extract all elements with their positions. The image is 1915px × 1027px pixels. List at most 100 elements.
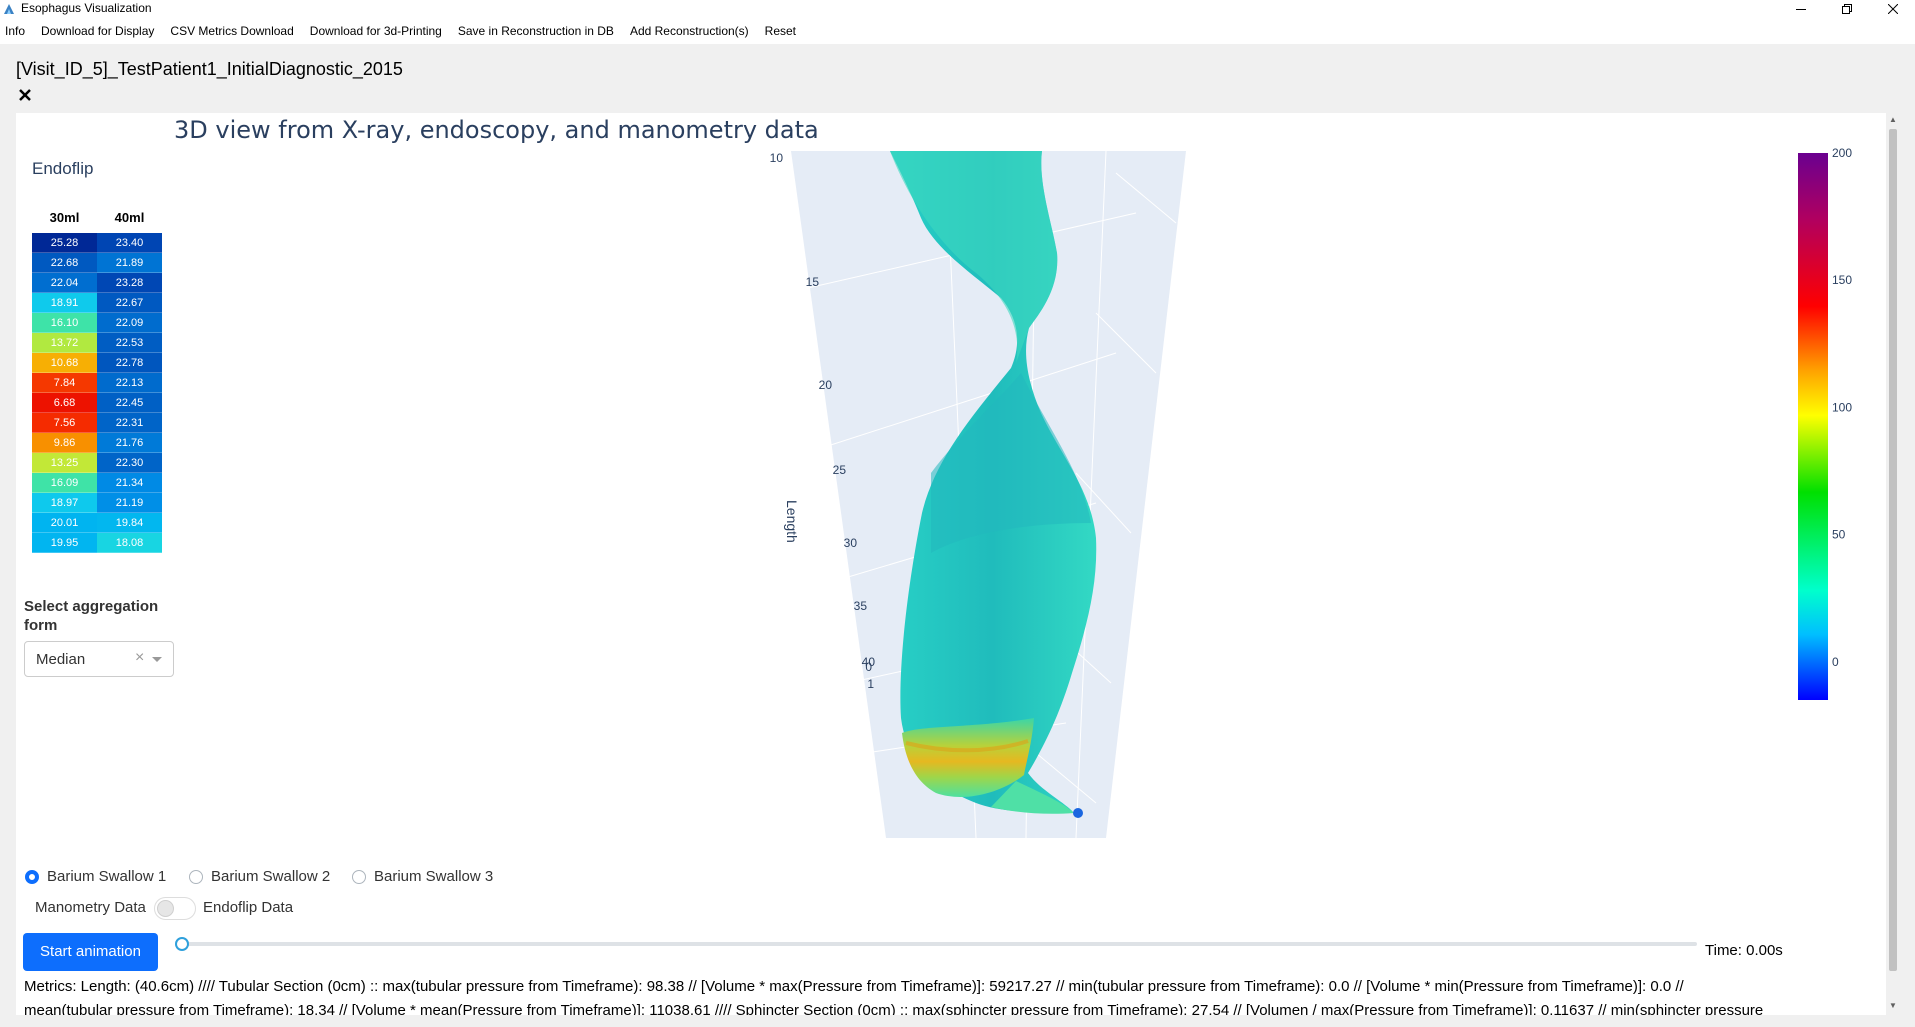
- title-bar: Esophagus Visualization: [0, 0, 1915, 18]
- endoflip-cell: 22.09: [97, 313, 162, 333]
- endoflip-cell: 7.84: [32, 373, 97, 393]
- endoflip-cell: 23.40: [97, 233, 162, 253]
- endoflip-cell: 22.31: [97, 413, 162, 433]
- colorbar-tick: 50: [1832, 528, 1846, 542]
- length-tick: 40: [862, 655, 876, 669]
- extra-tick: 0: [865, 660, 872, 674]
- endoflip-cell: 7.56: [32, 413, 97, 433]
- endoflip-cell: 22.67: [97, 293, 162, 313]
- endoflip-cell: 13.25: [32, 453, 97, 473]
- endoflip-cell: 19.84: [97, 513, 162, 533]
- length-tick: 15: [806, 275, 820, 289]
- visualization-panel: 10 15 20 25 30 35 40 0 1 Length 0 50 100…: [16, 113, 1886, 1015]
- time-slider-track[interactable]: [182, 942, 1697, 946]
- colorbar: 0 50 100 150 200: [1798, 146, 1852, 700]
- toggle-knob: [157, 900, 174, 917]
- menu-download-display[interactable]: Download for Display: [41, 24, 155, 38]
- endoflip-cell: 9.86: [32, 433, 97, 453]
- extra-tick: 1: [867, 677, 874, 691]
- menu-reset[interactable]: Reset: [764, 24, 797, 38]
- radio-barium-swallow-2[interactable]: Barium Swallow 2: [189, 868, 330, 885]
- time-readout: Time: 0.00s: [1705, 942, 1783, 959]
- aggregation-selected-value: Median: [36, 651, 86, 668]
- metrics-line: Metrics: Length: (40.6cm) //// Tubular S…: [24, 978, 1684, 995]
- time-slider-handle[interactable]: [175, 937, 189, 951]
- endoflip-cell: 22.53: [97, 333, 162, 353]
- menu-bar: Info Download for Display CSV Metrics Do…: [0, 18, 1915, 44]
- endoflip-data-label: Endoflip Data: [203, 899, 294, 916]
- endoflip-cell: 6.68: [32, 393, 97, 413]
- length-tick: 10: [770, 151, 784, 165]
- radio-button[interactable]: [352, 869, 366, 884]
- surface-tip: [1073, 808, 1083, 818]
- length-tick: 30: [844, 536, 858, 550]
- radio-label: Barium Swallow 2: [211, 868, 331, 885]
- endoflip-cell: 20.01: [32, 513, 97, 533]
- aggregation-label: Select aggregation form: [24, 598, 159, 634]
- restore-icon: [1842, 4, 1852, 14]
- menu-info[interactable]: Info: [5, 24, 26, 38]
- endoflip-cell: 19.95: [32, 533, 97, 553]
- endoflip-cell: 22.68: [32, 253, 97, 273]
- length-tick: 35: [854, 599, 868, 613]
- vertical-scrollbar[interactable]: ▲ ▼: [1886, 113, 1900, 1015]
- radio-button-selected[interactable]: [25, 869, 39, 884]
- endoflip-cell: 10.68: [32, 353, 97, 373]
- menu-save-reconstruction[interactable]: Save in Reconstruction in DB: [457, 24, 614, 38]
- radio-label: Barium Swallow 3: [374, 868, 494, 885]
- scrollbar-thumb[interactable]: [1889, 129, 1897, 971]
- radio-barium-swallow-1[interactable]: Barium Swallow 1: [25, 868, 166, 885]
- length-axis-title: Length: [784, 500, 800, 543]
- restore-button[interactable]: [1832, 0, 1862, 18]
- length-tick: 20: [819, 378, 833, 392]
- close-icon: [1888, 4, 1898, 14]
- endoflip-cell: 21.76: [97, 433, 162, 453]
- metrics-line: mean(tubular pressure from Timeframe): 1…: [24, 1002, 1764, 1015]
- endoflip-cell: 16.10: [32, 313, 97, 333]
- page-title: [Visit_ID_5]_TestPatient1_InitialDiagnos…: [16, 59, 403, 79]
- chevron-down-icon[interactable]: [152, 657, 162, 662]
- endoflip-cell: 21.89: [97, 253, 162, 273]
- column-header-40ml: 40ml: [114, 210, 145, 225]
- manometry-data-label: Manometry Data: [35, 899, 146, 916]
- colorbar-gradient: [1798, 153, 1828, 700]
- endoflip-cell: 18.97: [32, 493, 97, 513]
- minimize-icon: [1796, 9, 1806, 10]
- app-icon: [4, 4, 14, 14]
- 3d-plot[interactable]: 10 15 20 25 30 35 40 0 1 Length 0 50 100…: [16, 113, 1886, 853]
- menu-csv-metrics-download[interactable]: CSV Metrics Download: [170, 24, 294, 38]
- length-axis: 10 15 20 25 30 35 40 0 1 Length: [770, 151, 876, 691]
- scroll-up-icon[interactable]: ▲: [1889, 115, 1897, 124]
- close-tab-icon[interactable]: [16, 86, 34, 104]
- column-header-30ml: 30ml: [49, 210, 80, 225]
- window-title: Esophagus Visualization: [21, 1, 152, 15]
- endoflip-cell: 22.30: [97, 453, 162, 473]
- minimize-button[interactable]: [1786, 0, 1816, 18]
- metrics-text: Metrics: Length: (40.6cm) //// Tubular S…: [24, 975, 1884, 1015]
- radio-button[interactable]: [189, 869, 203, 884]
- clear-icon[interactable]: ×: [135, 649, 145, 666]
- colorbar-tick: 100: [1832, 400, 1852, 414]
- data-source-toggle[interactable]: [154, 897, 196, 920]
- endoflip-cell: 16.09: [32, 473, 97, 493]
- aggregation-dropdown[interactable]: Median ×: [24, 641, 174, 677]
- menu-add-reconstruction[interactable]: Add Reconstruction(s): [629, 24, 749, 38]
- endoflip-cell: 23.28: [97, 273, 162, 293]
- endoflip-cell: 18.08: [97, 533, 162, 553]
- endoflip-cell: 22.45: [97, 393, 162, 413]
- menu-download-3d-printing[interactable]: Download for 3d-Printing: [309, 24, 442, 38]
- close-window-button[interactable]: [1878, 0, 1908, 18]
- endoflip-title: Endoflip: [32, 159, 94, 178]
- esophagus-surface: [890, 151, 1097, 818]
- colorbar-tick: 0: [1832, 655, 1839, 669]
- endoflip-cell: 25.28: [32, 233, 97, 253]
- endoflip-cell: 13.72: [32, 333, 97, 353]
- colorbar-tick: 200: [1832, 146, 1852, 160]
- scroll-down-icon[interactable]: ▼: [1889, 1001, 1897, 1010]
- endoflip-cell: 21.34: [97, 473, 162, 493]
- length-tick: 25: [833, 463, 847, 477]
- start-animation-button[interactable]: Start animation: [23, 933, 158, 971]
- endoflip-cell: 22.78: [97, 353, 162, 373]
- radio-barium-swallow-3[interactable]: Barium Swallow 3: [352, 868, 493, 885]
